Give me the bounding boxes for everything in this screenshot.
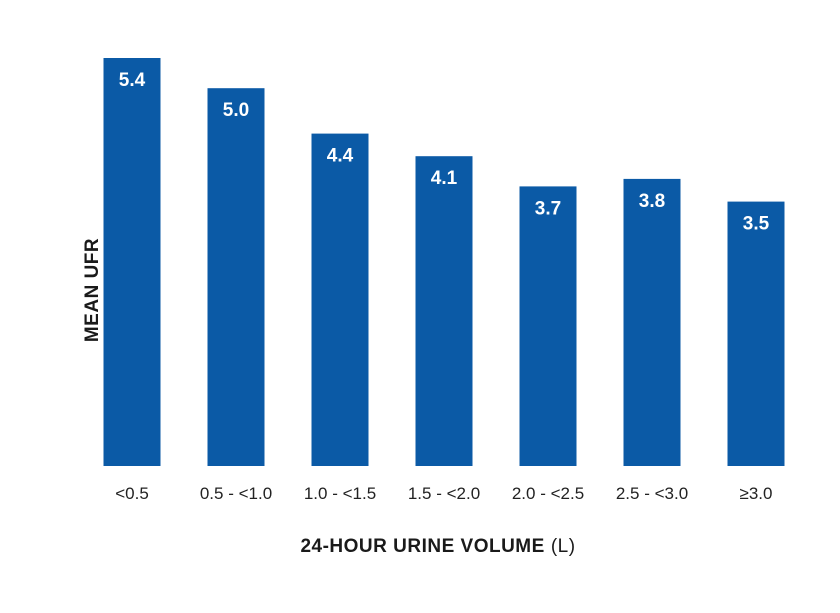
x-axis-title-text: 24-HOUR URINE VOLUME	[300, 536, 544, 557]
bar-value-label: 4.1	[431, 168, 458, 189]
x-axis-title: 24-HOUR URINE VOLUME (L)	[300, 536, 575, 557]
bar-value-label: 5.4	[119, 70, 146, 91]
bars-group	[103, 58, 785, 466]
x-tick-label: 0.5 - <1.0	[200, 484, 272, 503]
x-tick-label: 2.0 - <2.5	[512, 484, 584, 503]
bar	[207, 88, 265, 466]
bar-value-label: 5.0	[223, 100, 249, 121]
bar-value-label: 4.4	[327, 146, 354, 167]
x-tick-label: 1.0 - <1.5	[304, 484, 376, 503]
bar	[727, 201, 785, 466]
bar	[519, 186, 577, 466]
x-axis-title-unit: (L)	[551, 536, 576, 557]
bar-value-label: 3.8	[639, 191, 665, 212]
bar	[415, 156, 473, 466]
x-tick-label: 1.5 - <2.0	[408, 484, 480, 503]
y-axis-title: MEAN UFR	[82, 238, 103, 342]
x-tick-label: <0.5	[115, 484, 149, 503]
bar	[311, 133, 369, 466]
x-tick-labels-group: <0.5 0.5 - <1.0 1.0 - <1.5 1.5 - <2.0 2.0 - …	[115, 484, 772, 503]
bar	[623, 178, 681, 466]
bar-value-label: 3.5	[743, 214, 770, 235]
x-tick-label: ≥3.0	[740, 484, 773, 503]
value-labels-group: 5.4 5.0 4.4 4.1 3.7 3.8 3.5	[119, 70, 770, 235]
bar	[103, 58, 161, 466]
x-tick-label: 2.5 - <3.0	[616, 484, 688, 503]
bar-value-label: 3.7	[535, 198, 561, 219]
